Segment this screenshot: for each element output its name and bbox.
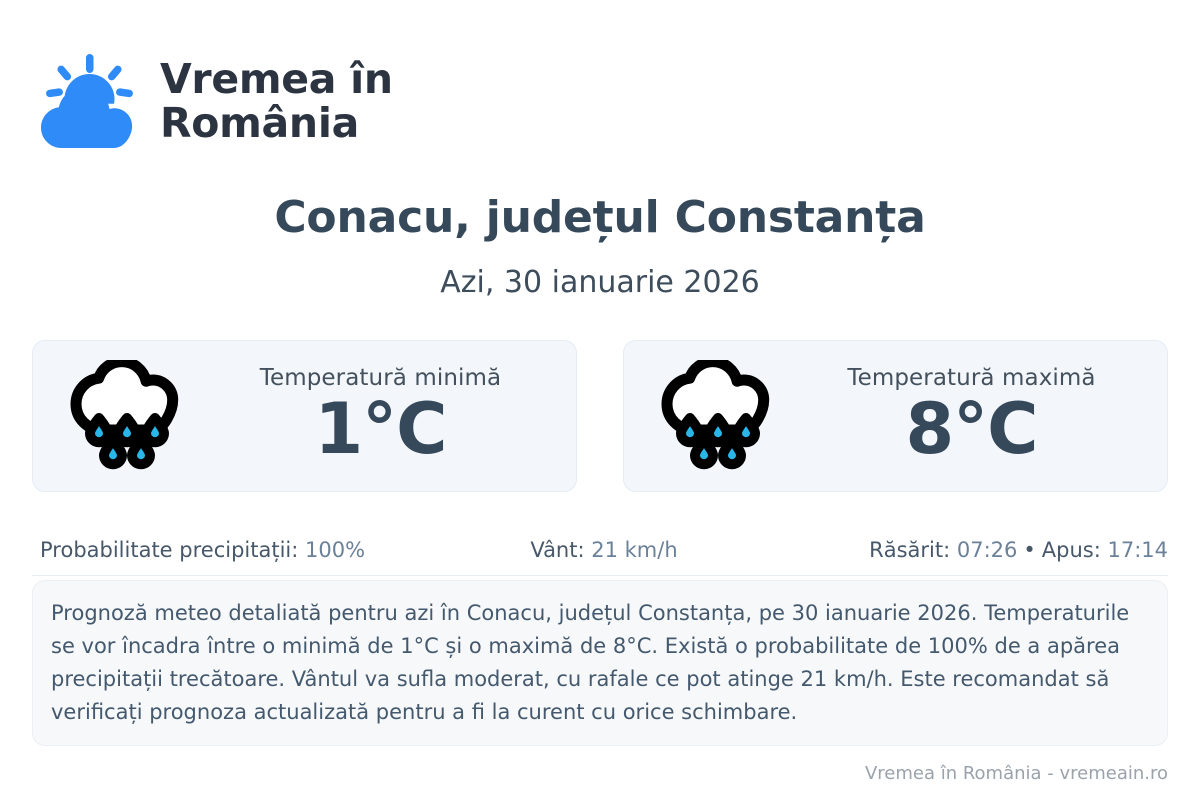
precipitation-stat: Probabilitate precipitații: 100% [40,538,424,562]
page-title: Conacu, județul Constanța [274,192,926,243]
wind-label: Vânt: [530,538,592,562]
sunrise-value: 07:26 [956,538,1018,562]
max-temperature-body: Temperatură maximă 8°C [786,365,1157,466]
max-temperature-card: Temperatură maximă 8°C [623,340,1168,492]
max-temperature-label: Temperatură maximă [847,364,1096,391]
separator-dot: • [1023,538,1036,562]
precipitation-value: 100% [305,538,366,562]
max-temperature-value: 8°C [905,387,1038,470]
page-subtitle: Azi, 30 ianuarie 2026 [440,265,760,300]
min-temperature-body: Temperatură minimă 1°C [195,365,566,466]
weather-stats-row: Probabilitate precipitații: 100% Vânt: 2… [40,538,1168,562]
temperature-cards: Temperatură minimă 1°C Temper [32,340,1168,492]
rain-cloud-icon [70,360,179,470]
min-temperature-label: Temperatură minimă [259,364,502,391]
rain-cloud-icon [661,360,770,470]
footer-attribution: Vremea în România - vremeain.ro [864,763,1168,784]
forecast-description-box: Prognoză meteo detaliată pentru azi în C… [32,580,1168,746]
wind-value: 21 km/h [591,538,678,562]
site-header: Vremea în România [36,52,393,150]
forecast-description-text: Prognoză meteo detaliată pentru azi în C… [51,601,1130,724]
sun-behind-cloud-icon [41,54,133,148]
section-divider [32,575,1168,576]
sun-times-stat: Răsărit: 07:26 • Apus: 17:14 [784,538,1168,562]
sunset-label: Apus: [1041,538,1108,562]
sunset-value: 17:14 [1107,538,1168,562]
min-temperature-value: 1°C [314,387,447,470]
min-temperature-card: Temperatură minimă 1°C [32,340,577,492]
sunrise-label: Răsărit: [869,538,957,562]
precipitation-label: Probabilitate precipitații: [40,538,306,562]
brand-name[interactable]: Vremea în România [160,54,393,147]
wind-stat: Vânt: 21 km/h [424,538,785,562]
